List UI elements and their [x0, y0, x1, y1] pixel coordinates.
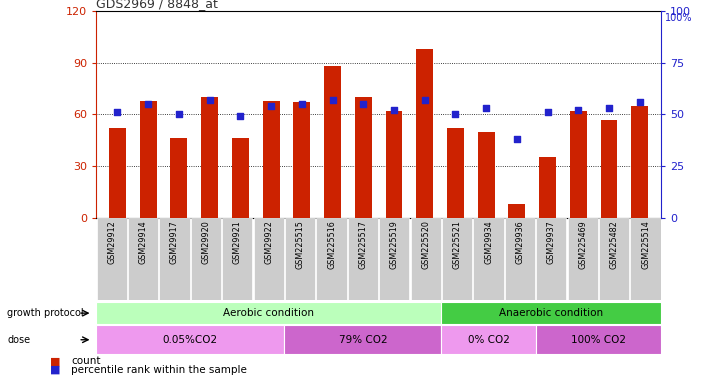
Text: GSM29937: GSM29937: [547, 220, 556, 264]
Bar: [285, 217, 315, 300]
Point: [388, 107, 400, 113]
Bar: [411, 217, 441, 300]
Text: GSM29936: GSM29936: [515, 220, 525, 264]
Bar: [232, 138, 249, 218]
Bar: [379, 217, 410, 300]
Point: [204, 97, 215, 103]
Text: GSM225515: GSM225515: [296, 220, 304, 269]
Point: [450, 111, 461, 117]
Bar: [159, 217, 190, 300]
Text: GSM225519: GSM225519: [390, 220, 399, 269]
Bar: [128, 217, 158, 300]
Text: 100%: 100%: [665, 13, 693, 23]
Text: count: count: [71, 357, 100, 366]
Text: GSM29914: GSM29914: [139, 220, 148, 264]
Text: GDS2969 / 8848_at: GDS2969 / 8848_at: [96, 0, 218, 10]
Text: percentile rank within the sample: percentile rank within the sample: [71, 365, 247, 375]
Bar: [570, 111, 587, 218]
Text: GSM29921: GSM29921: [232, 220, 242, 264]
Text: 100% CO2: 100% CO2: [571, 335, 626, 345]
Text: GSM29912: GSM29912: [107, 220, 116, 264]
Point: [542, 110, 553, 116]
Text: GSM225514: GSM225514: [641, 220, 650, 269]
Point: [572, 107, 584, 113]
Bar: [355, 97, 372, 218]
Bar: [171, 138, 188, 218]
Text: GSM225521: GSM225521: [453, 220, 461, 269]
Text: GSM29920: GSM29920: [201, 220, 210, 264]
Bar: [567, 217, 598, 300]
Bar: [442, 217, 472, 300]
Bar: [505, 217, 535, 300]
Bar: [631, 106, 648, 218]
Point: [173, 111, 185, 117]
Text: dose: dose: [7, 335, 31, 345]
Bar: [201, 97, 218, 218]
Text: Anaerobic condition: Anaerobic condition: [499, 308, 604, 318]
Bar: [442, 302, 661, 324]
Bar: [348, 217, 378, 300]
Bar: [631, 217, 661, 300]
Bar: [447, 128, 464, 217]
Text: ■: ■: [50, 365, 60, 375]
Bar: [535, 325, 661, 354]
Point: [634, 99, 646, 105]
Bar: [599, 217, 629, 300]
Text: 0% CO2: 0% CO2: [468, 335, 510, 345]
Bar: [262, 100, 279, 218]
Bar: [96, 325, 284, 354]
Point: [296, 101, 307, 107]
Text: 79% CO2: 79% CO2: [338, 335, 387, 345]
Bar: [96, 302, 442, 324]
Point: [511, 136, 523, 142]
Text: 0.05%CO2: 0.05%CO2: [163, 335, 218, 345]
Text: ■: ■: [50, 357, 60, 366]
Text: GSM225482: GSM225482: [609, 220, 619, 269]
Text: GSM225469: GSM225469: [578, 220, 587, 269]
Point: [604, 105, 615, 111]
Bar: [478, 132, 495, 218]
Text: Aerobic condition: Aerobic condition: [223, 308, 314, 318]
Bar: [254, 217, 284, 300]
Bar: [284, 325, 442, 354]
Text: GSM225520: GSM225520: [421, 220, 430, 269]
Bar: [294, 102, 310, 218]
Bar: [109, 128, 126, 217]
Text: GSM225516: GSM225516: [327, 220, 336, 269]
Point: [142, 101, 154, 107]
Point: [358, 101, 369, 107]
Bar: [416, 49, 433, 217]
Bar: [601, 120, 617, 218]
Bar: [474, 217, 503, 300]
Point: [235, 113, 246, 119]
Bar: [97, 217, 127, 300]
Text: GSM225517: GSM225517: [358, 220, 368, 269]
Text: growth protocol: growth protocol: [7, 308, 84, 318]
Text: GSM29917: GSM29917: [170, 220, 179, 264]
Point: [327, 97, 338, 103]
Text: GSM29934: GSM29934: [484, 220, 493, 264]
Text: GSM29922: GSM29922: [264, 220, 273, 264]
Bar: [324, 66, 341, 218]
Point: [265, 103, 277, 109]
Bar: [140, 100, 156, 218]
Bar: [191, 217, 221, 300]
Bar: [316, 217, 346, 300]
Bar: [385, 111, 402, 218]
Bar: [508, 204, 525, 218]
Bar: [442, 325, 535, 354]
Point: [481, 105, 492, 111]
Point: [112, 110, 123, 116]
Bar: [539, 158, 556, 218]
Bar: [223, 217, 252, 300]
Bar: [536, 217, 567, 300]
Point: [419, 97, 430, 103]
